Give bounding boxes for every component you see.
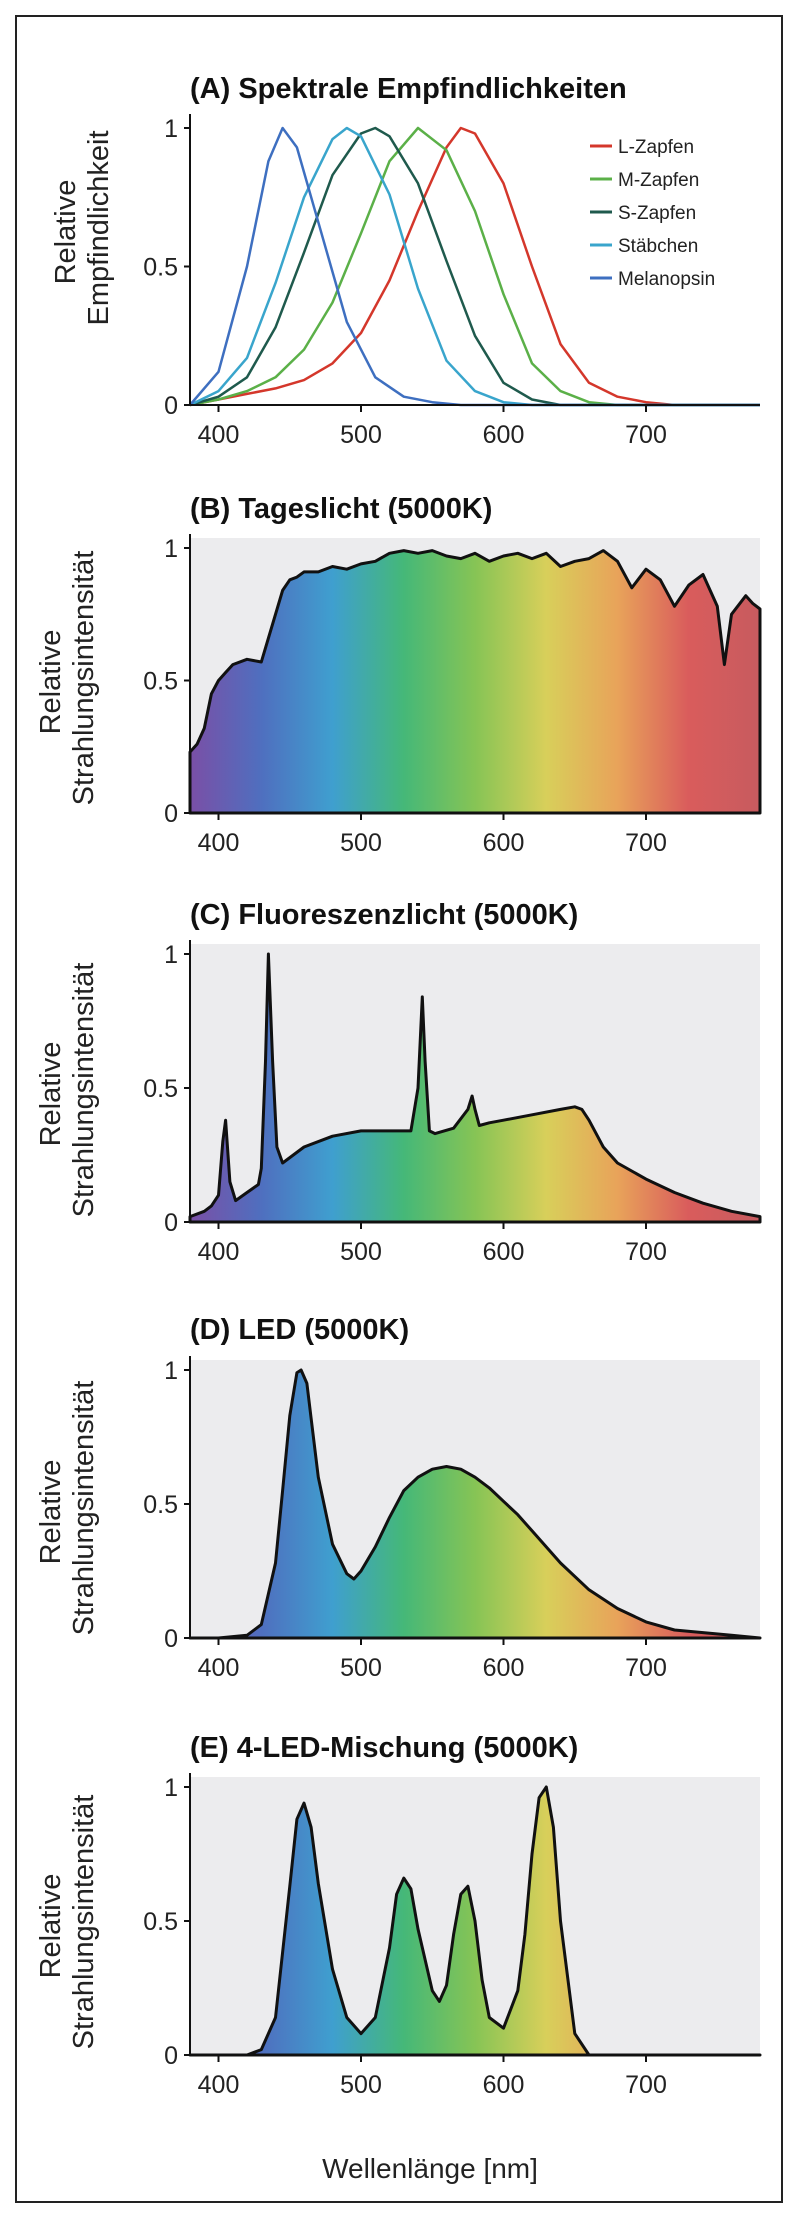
panel-a-plot: 0 0.5 1 400 500 600 700 — [143, 114, 760, 449]
panel-a-x-tick-label: 600 — [483, 421, 525, 449]
legend-label-s-zapfen: S-Zapfen — [618, 203, 696, 224]
panel-d-y-tick-label: 0.5 — [143, 1491, 178, 1519]
panel-d: (D) LED (5000K) Relative Strahlungsinten… — [35, 1314, 762, 1682]
panel-e-x-tick-label: 700 — [625, 2071, 667, 2099]
panel-d-x-tick-label: 500 — [340, 1654, 382, 1682]
panel-e: (E) 4-LED-Mischung (5000K) Relative Stra… — [35, 1732, 762, 2099]
panel-c-ylabel: Relative Strahlungsintensität — [35, 963, 100, 1218]
legend-label-melanopsin: Melanopsin — [618, 269, 715, 290]
panel-c-title: (C) Fluoreszenzlicht (5000K) — [190, 899, 578, 931]
panel-b-y-tick-label: 1 — [164, 535, 178, 563]
panel-d-x-tick-label: 600 — [483, 1654, 525, 1682]
legend-label-l-zapfen: L-Zapfen — [618, 137, 694, 158]
panel-c: (C) Fluoreszenzlicht (5000K) Relative St… — [35, 899, 762, 1266]
panel-b-y-tick-label: 0.5 — [143, 668, 178, 696]
legend-label-staebchen: Stäbchen — [618, 236, 698, 257]
panel-c-spectrum-area — [188, 952, 762, 1224]
panel-c-x-tick-label: 700 — [625, 1238, 667, 1266]
panel-b-x-tick-label: 500 — [340, 829, 382, 857]
panel-c-y-tick-label: 0.5 — [143, 1075, 178, 1103]
panel-a-ylabel-line2: Empfindlichkeit — [83, 130, 115, 325]
panel-e-x-tick-label: 500 — [340, 2071, 382, 2099]
panel-b-title: (B) Tageslicht (5000K) — [190, 493, 492, 525]
panel-d-ylabel-line1: Relative — [35, 1460, 67, 1565]
panel-e-title: (E) 4-LED-Mischung (5000K) — [190, 1732, 578, 1764]
panel-a-x-tick-label: 700 — [625, 421, 667, 449]
panel-c-x-tick-label: 500 — [340, 1238, 382, 1266]
panel-e-plot: 0 0.5 1 400 500 600 700 — [143, 1773, 762, 2099]
panel-a-ylabel-line1: Relative — [50, 180, 82, 285]
panel-b-ylabel-line2: Strahlungsintensität — [68, 551, 100, 806]
panel-b-y-tick-label: 0 — [164, 800, 178, 828]
panel-e-ylabel-line2: Strahlungsintensität — [68, 1795, 100, 2050]
panel-a-x-tick-label: 400 — [198, 421, 240, 449]
panel-c-x-tick-label: 600 — [483, 1238, 525, 1266]
panel-a-legend: L-Zapfen M-Zapfen S-Zapfen Stäbchen Mela… — [590, 137, 715, 290]
panel-b-x-tick-label: 600 — [483, 829, 525, 857]
panel-c-y-tick-label: 0 — [164, 1209, 178, 1237]
panel-d-y-tick-label: 1 — [164, 1357, 178, 1385]
panel-e-x-tick-label: 400 — [198, 2071, 240, 2099]
panel-a-title: (A) Spektrale Empfindlichkeiten — [190, 73, 627, 105]
panel-c-plot: 0 0.5 1 400 500 600 700 — [143, 940, 762, 1266]
series-line-staebchen — [189, 126, 760, 407]
panel-e-y-tick-label: 0.5 — [143, 1908, 178, 1936]
panel-d-x-tick-label: 400 — [198, 1654, 240, 1682]
panel-e-y-tick-label: 0 — [164, 2042, 178, 2070]
panel-d-y-tick-label: 0 — [164, 1625, 178, 1653]
panel-b-ylabel-line1: Relative — [35, 630, 67, 735]
series-line-melanopsin — [189, 126, 760, 407]
panel-a-ylabel: Relative Empfindlichkeit — [50, 130, 115, 325]
panel-e-ylabel: Relative Strahlungsintensität — [35, 1795, 100, 2050]
panel-b-x-tick-label: 400 — [198, 829, 240, 857]
panel-b-ylabel: Relative Strahlungsintensität — [35, 551, 100, 806]
x-axis-label: Wellenlänge [nm] — [322, 2153, 538, 2184]
panel-d-spectrum-area — [188, 1368, 762, 1640]
panel-e-y-tick-label: 1 — [164, 1774, 178, 1802]
panel-a-y-tick-label: 0 — [164, 392, 178, 420]
panel-c-y-tick-label: 1 — [164, 941, 178, 969]
panel-c-ylabel-line1: Relative — [35, 1042, 67, 1147]
series-line-l-zapfen — [189, 126, 760, 407]
panel-d-ylabel: Relative Strahlungsintensität — [35, 1381, 100, 1636]
panel-c-x-tick-label: 400 — [198, 1238, 240, 1266]
panel-b: (B) Tageslicht (5000K) Relative Strahlun… — [35, 493, 762, 857]
panel-c-ylabel-line2: Strahlungsintensität — [68, 963, 100, 1218]
panel-b-spectrum-area — [188, 549, 762, 815]
panel-a: (A) Spektrale Empfindlichkeiten Relative… — [50, 73, 760, 449]
panel-a-y-tick-label: 0.5 — [143, 254, 178, 282]
legend-label-m-zapfen: M-Zapfen — [618, 170, 699, 191]
panel-a-x-tick-label: 500 — [340, 421, 382, 449]
panel-d-x-tick-label: 700 — [625, 1654, 667, 1682]
panel-a-y-tick-label: 1 — [164, 115, 178, 143]
panel-b-x-tick-label: 700 — [625, 829, 667, 857]
panel-e-x-tick-label: 600 — [483, 2071, 525, 2099]
panel-d-title: (D) LED (5000K) — [190, 1314, 409, 1346]
panel-b-plot: 0 0.5 1 400 500 600 700 — [143, 534, 762, 857]
panel-e-spectrum-area — [188, 1785, 762, 2057]
panel-e-ylabel-line1: Relative — [35, 1874, 67, 1979]
panel-d-ylabel-line2: Strahlungsintensität — [68, 1381, 100, 1636]
series-line-s-zapfen — [189, 126, 760, 407]
panel-d-plot: 0 0.5 1 400 500 600 700 — [143, 1356, 762, 1682]
